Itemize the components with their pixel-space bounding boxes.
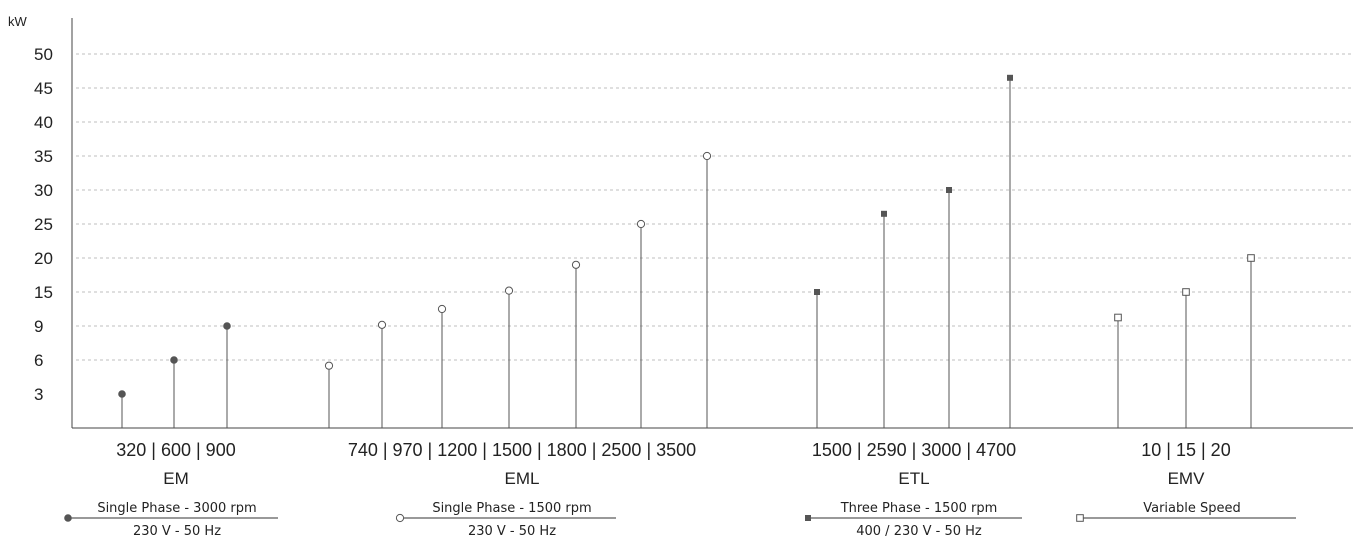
group-name-etl: ETL — [898, 469, 929, 488]
y-tick-label: 35 — [34, 147, 53, 166]
legend-etl: Three Phase - 1500 rpm 400 / 230 V - 50 H… — [805, 501, 1022, 539]
marker-emv-20 — [1247, 254, 1255, 262]
legend-line1: Variable Speed — [1143, 501, 1241, 516]
marker-emv-10 — [1114, 313, 1122, 322]
marker-etl-4700 — [1007, 74, 1013, 81]
marker-legend-em — [64, 514, 72, 522]
marker-eml-1800 — [571, 260, 581, 269]
marker-em-320 — [118, 390, 126, 398]
stem-series — [118, 74, 1255, 428]
legend-line1: Single Phase - 1500 rpm — [432, 501, 591, 516]
marker-eml-1200 — [437, 304, 447, 314]
y-tick-label: 45 — [34, 79, 53, 98]
legend-line1: Three Phase - 1500 rpm — [840, 501, 998, 516]
group-name-em: EM — [163, 469, 189, 488]
y-tick-label: 30 — [34, 181, 53, 200]
marker-emv-15 — [1182, 288, 1190, 296]
y-tick-label: 50 — [34, 45, 53, 64]
legend-eml: Single Phase - 1500 rpm 230 V - 50 Hz — [395, 501, 616, 539]
gridlines — [76, 53, 1353, 361]
y-tick-label: 15 — [34, 283, 53, 302]
marker-em-600 — [170, 356, 178, 364]
category-label-eml: 740 | 970 | 1200 | 1500 | 1800 | 2500 | … — [348, 440, 696, 460]
marker-eml-3500 — [702, 151, 712, 161]
marker-eml-970 — [377, 320, 387, 329]
marker-em-900 — [223, 322, 231, 330]
marker-eml-740 — [324, 361, 334, 370]
marker-legend-eml — [395, 513, 405, 523]
marker-etl-2590 — [881, 210, 887, 217]
legend-em: Single Phase - 3000 rpm 230 V - 50 Hz — [64, 501, 278, 539]
category-label-em: 320 | 600 | 900 — [116, 440, 235, 460]
y-tick-labels: 3 6 9 15 20 25 30 35 40 45 50 — [34, 45, 53, 404]
marker-etl-1500 — [814, 289, 820, 295]
marker-eml-1500 — [504, 286, 514, 295]
y-tick-label: 6 — [34, 351, 43, 370]
y-tick-label: 25 — [34, 215, 53, 234]
legend-line1: Single Phase - 3000 rpm — [97, 501, 256, 516]
legend-line2: 400 / 230 V - 50 Hz — [856, 524, 982, 539]
y-tick-label: 9 — [34, 317, 43, 336]
marker-legend-etl — [805, 515, 811, 521]
category-labels: 320 | 600 | 900 EM 740 | 970 | 1200 | 1500… — [116, 440, 1230, 488]
y-unit-label: kW — [8, 14, 28, 29]
marker-eml-2500 — [636, 219, 646, 229]
legend-emv: Variable Speed — [1076, 501, 1296, 522]
marker-legend-emv — [1076, 514, 1084, 522]
category-label-etl: 1500 | 2590 | 3000 | 4700 — [812, 440, 1016, 460]
legend-line2: 230 V - 50 Hz — [468, 524, 556, 539]
category-label-emv: 10 | 15 | 20 — [1141, 440, 1230, 460]
legend-line2: 230 V - 50 Hz — [133, 524, 221, 539]
marker-etl-3000 — [946, 187, 952, 193]
y-tick-label: 20 — [34, 249, 53, 268]
group-name-emv: EMV — [1168, 469, 1206, 488]
group-name-eml: EML — [505, 469, 540, 488]
y-tick-label: 3 — [34, 385, 43, 404]
y-tick-label: 40 — [34, 113, 53, 132]
